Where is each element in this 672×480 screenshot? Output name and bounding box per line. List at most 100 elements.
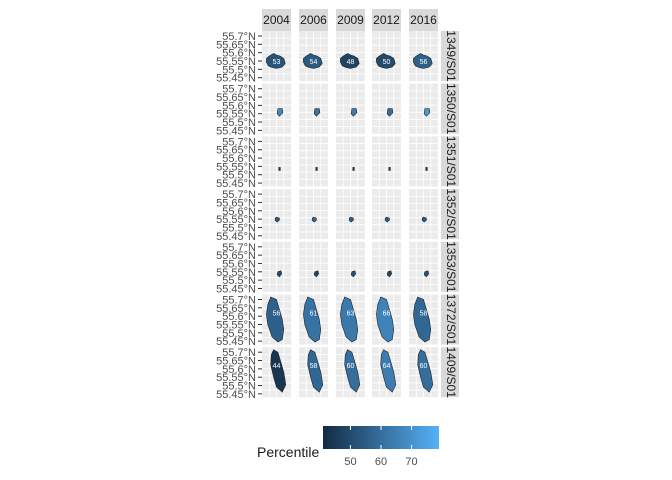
- y-tick-label: 55.65°N: [216, 197, 256, 209]
- legend-tick-label: 50: [344, 456, 356, 468]
- y-axis: 55.7°N55.65°N55.6°N55.55°N55.5°N55.45°N5…: [216, 31, 262, 401]
- map-panel: 50: [372, 31, 401, 81]
- row-strip-label: 1350/S01: [444, 83, 458, 135]
- row-strips: 1349/S011350/S011351/S011352/S011353/S01…: [441, 30, 459, 398]
- map-panel: [299, 83, 328, 134]
- region-value-label: 54: [310, 59, 318, 66]
- region-value-label: 58: [310, 363, 318, 370]
- y-tick-label: 55.45°N: [216, 73, 256, 85]
- region-shape: [311, 216, 317, 223]
- y-tick-label: 55.6°N: [222, 206, 256, 218]
- y-tick-label: 55.5°N: [222, 117, 256, 129]
- map-panel: [262, 189, 291, 240]
- region-value-label: 58: [420, 310, 428, 317]
- y-tick-label: 55.55°N: [216, 214, 256, 226]
- y-tick-label: 55.55°N: [216, 372, 256, 384]
- region-shape: [266, 53, 286, 69]
- y-tick-label: 55.5°N: [222, 222, 256, 234]
- y-tick-label: 55.7°N: [222, 136, 256, 148]
- region-shape: [350, 108, 358, 117]
- column-strip-label: 2004: [263, 13, 290, 27]
- panels: 53 54 48 50 56 56 61 63 66 58 44 58 60 64 60: [262, 31, 438, 398]
- region-value-label: 66: [383, 310, 391, 317]
- region-value-label: 60: [347, 363, 355, 370]
- column-strip-label: 2006: [300, 13, 327, 27]
- region-shape: [386, 108, 394, 117]
- map-panel: 44: [262, 347, 291, 398]
- region-shape: [423, 270, 430, 278]
- y-tick-label: 55.6°N: [222, 153, 256, 165]
- y-tick-label: 55.6°N: [222, 258, 256, 270]
- row-strip-label: 1349/S01: [444, 30, 458, 82]
- map-panel: 58: [409, 294, 438, 345]
- y-tick-label: 55.45°N: [216, 178, 256, 190]
- region-shape: [423, 108, 431, 117]
- region-value-label: 60: [420, 363, 428, 370]
- map-panel: 60: [409, 347, 438, 398]
- y-tick-label: 55.5°N: [222, 275, 256, 287]
- y-tick-label: 55.6°N: [222, 48, 256, 60]
- row-strip-label: 1372/S01: [444, 294, 458, 346]
- y-tick-label: 55.65°N: [216, 303, 256, 315]
- map-panel: [409, 241, 438, 292]
- region-shape: [313, 270, 320, 278]
- row-strip: [441, 241, 459, 292]
- map-panel: 64: [372, 347, 401, 398]
- map-panel: 56: [409, 31, 438, 81]
- legend-colorbar: [323, 426, 439, 449]
- map-panel: [372, 136, 401, 187]
- region-shape: [376, 296, 395, 343]
- region-shape: [388, 167, 391, 171]
- column-strip: [372, 9, 401, 31]
- region-value-label: 48: [347, 59, 355, 66]
- row-strip: [441, 31, 459, 81]
- region-shape: [413, 296, 432, 343]
- column-strip: [336, 9, 365, 31]
- region-shape: [340, 53, 360, 69]
- map-panel: 53: [262, 31, 291, 81]
- y-tick-label: 55.65°N: [216, 250, 256, 262]
- y-tick-label: 55.5°N: [222, 64, 256, 76]
- region-value-label: 63: [347, 310, 355, 317]
- y-tick-label: 55.7°N: [222, 31, 256, 43]
- y-tick-label: 55.7°N: [222, 189, 256, 201]
- y-tick-label: 55.45°N: [216, 336, 256, 348]
- map-panel: [409, 83, 438, 134]
- region-shape: [276, 270, 283, 278]
- y-tick-label: 55.65°N: [216, 39, 256, 51]
- region-shape: [421, 216, 427, 223]
- region-shape: [384, 216, 390, 223]
- region-shape: [266, 296, 285, 343]
- y-tick-label: 55.7°N: [222, 347, 256, 359]
- row-strip-label: 1351/S01: [444, 136, 458, 188]
- region-shape: [303, 53, 323, 69]
- region-shape: [313, 108, 321, 117]
- region-shape: [350, 270, 357, 278]
- map-panel: 56: [262, 294, 291, 345]
- map-panel: 61: [299, 294, 328, 345]
- y-tick-label: 55.65°N: [216, 356, 256, 368]
- map-panel: [299, 136, 328, 187]
- region-shape: [278, 167, 281, 171]
- map-panel: [409, 189, 438, 240]
- column-strip-label: 2016: [410, 13, 437, 27]
- region-value-label: 64: [383, 363, 391, 370]
- map-panel: 60: [336, 347, 365, 398]
- map-panel: [262, 136, 291, 187]
- legend-tick-label: 60: [375, 456, 387, 468]
- region-value-label: 50: [383, 59, 391, 66]
- map-panel: 63: [336, 294, 365, 345]
- region-shape: [425, 167, 428, 171]
- row-strip: [441, 294, 459, 345]
- row-strip: [441, 347, 459, 398]
- legend: Percentile 50 60 70: [257, 426, 439, 468]
- y-tick-label: 55.6°N: [222, 100, 256, 112]
- row-strip-label: 1409/S01: [444, 347, 458, 399]
- y-tick-label: 55.5°N: [222, 170, 256, 182]
- region-value-label: 61: [310, 310, 318, 317]
- legend-ticks: 50 60 70: [344, 426, 418, 468]
- y-tick-label: 55.55°N: [216, 109, 256, 121]
- y-tick-label: 55.55°N: [216, 56, 256, 68]
- row-strip: [441, 136, 459, 187]
- map-panel: [336, 83, 365, 134]
